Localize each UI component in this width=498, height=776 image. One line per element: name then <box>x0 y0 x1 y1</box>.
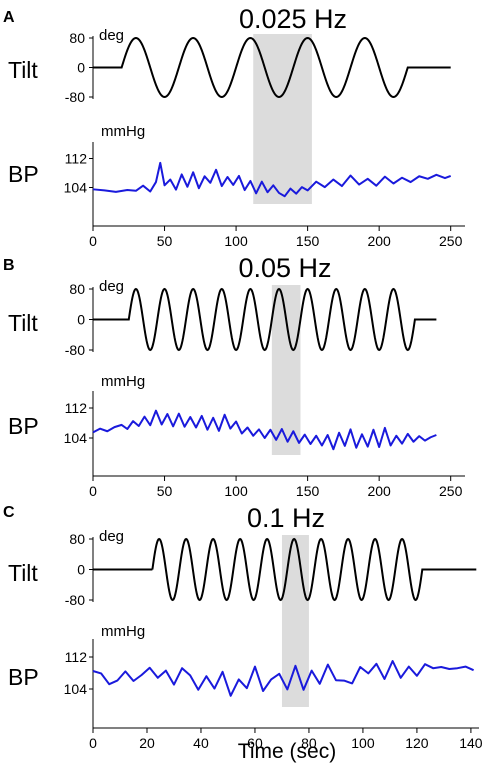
x-axis-label: Time (sec) <box>238 740 336 763</box>
highlight-band <box>271 285 301 455</box>
panel-b: B 0.05 Hz Tilt BP deg mmHg 80 0 -80 112 104 0 50 10… <box>3 253 465 499</box>
tilt-y-tick-label: -80 <box>65 592 85 608</box>
panel-a-title: 0.025 Hz <box>239 4 347 34</box>
x-tick-label: 20 <box>139 735 155 751</box>
x-tick-label: 100 <box>351 735 375 751</box>
tilt-y-tick-label: 80 <box>69 30 85 46</box>
tilt-y-tick-label: 0 <box>77 60 85 76</box>
panel-label-c: C <box>3 504 15 521</box>
tilt-row-label: Tilt <box>8 57 38 83</box>
bp-row-label: BP <box>8 664 39 690</box>
bp-y-tick-label: 104 <box>64 430 88 446</box>
tilt-unit-label: deg <box>99 27 124 44</box>
x-tick-label: 200 <box>367 483 391 499</box>
x-tick-label: 60 <box>247 735 263 751</box>
tilt-line <box>93 537 477 602</box>
tilt-y-tick-label: 80 <box>69 281 85 297</box>
highlight-band <box>281 535 309 707</box>
x-tick-label: 100 <box>224 483 248 499</box>
bp-line <box>92 161 452 198</box>
panel-a: A 0.025 Hz Tilt BP deg mmHg 80 0 -80 112 104 0 50 1… <box>3 4 465 249</box>
panel-c: C 0.1 Hz Tilt BP deg mmHg 80 0 -80 112 104 0 20 40 6… <box>3 503 483 751</box>
bp-unit-label: mmHg <box>101 373 145 390</box>
tilt-y-tick-label: -80 <box>65 89 85 105</box>
tilt-line <box>93 36 451 99</box>
x-tick-label: 0 <box>89 735 97 751</box>
x-tick-label: 80 <box>301 735 317 751</box>
tilt-row-label: Tilt <box>8 560 38 586</box>
bp-row-label: BP <box>8 413 39 439</box>
bp-unit-label: mmHg <box>101 123 145 140</box>
x-tick-label: 200 <box>367 233 391 249</box>
x-tick-label: 0 <box>89 233 97 249</box>
bp-line <box>92 409 437 451</box>
x-tick-label: 150 <box>296 233 320 249</box>
bp-y-tick-label: 104 <box>64 180 88 196</box>
panel-c-title: 0.1 Hz <box>247 503 325 533</box>
tilt-line <box>93 287 437 352</box>
tilt-row-label: Tilt <box>8 310 38 336</box>
panel-b-title: 0.05 Hz <box>238 253 331 283</box>
bp-y-tick-label: 112 <box>65 400 88 416</box>
x-tick-label: 120 <box>405 735 429 751</box>
x-tick-label: 40 <box>193 735 209 751</box>
x-tick-label: 0 <box>89 483 97 499</box>
bp-y-tick-label: 104 <box>64 681 88 697</box>
x-tick-label: 250 <box>439 233 463 249</box>
x-tick-label: 150 <box>296 483 320 499</box>
x-tick-label: 250 <box>439 483 463 499</box>
bp-unit-label: mmHg <box>101 623 145 640</box>
tilt-y-tick-label: 80 <box>69 531 85 547</box>
x-tick-label: 50 <box>157 483 173 499</box>
bp-row-label: BP <box>8 161 39 187</box>
bp-y-tick-label: 112 <box>65 649 88 665</box>
x-tick-label: 100 <box>224 233 248 249</box>
tilt-y-tick-label: -80 <box>65 342 85 358</box>
tilt-unit-label: deg <box>99 528 124 545</box>
x-tick-label: 50 <box>157 233 173 249</box>
x-tick-label: 140 <box>459 735 483 751</box>
panel-label-b: B <box>3 257 15 274</box>
bp-line <box>92 660 475 697</box>
bp-y-tick-label: 112 <box>65 151 88 167</box>
tilt-unit-label: deg <box>99 278 124 295</box>
panel-label-a: A <box>3 9 15 26</box>
tilt-y-tick-label: 0 <box>77 312 85 328</box>
tilt-y-tick-label: 0 <box>77 562 85 578</box>
